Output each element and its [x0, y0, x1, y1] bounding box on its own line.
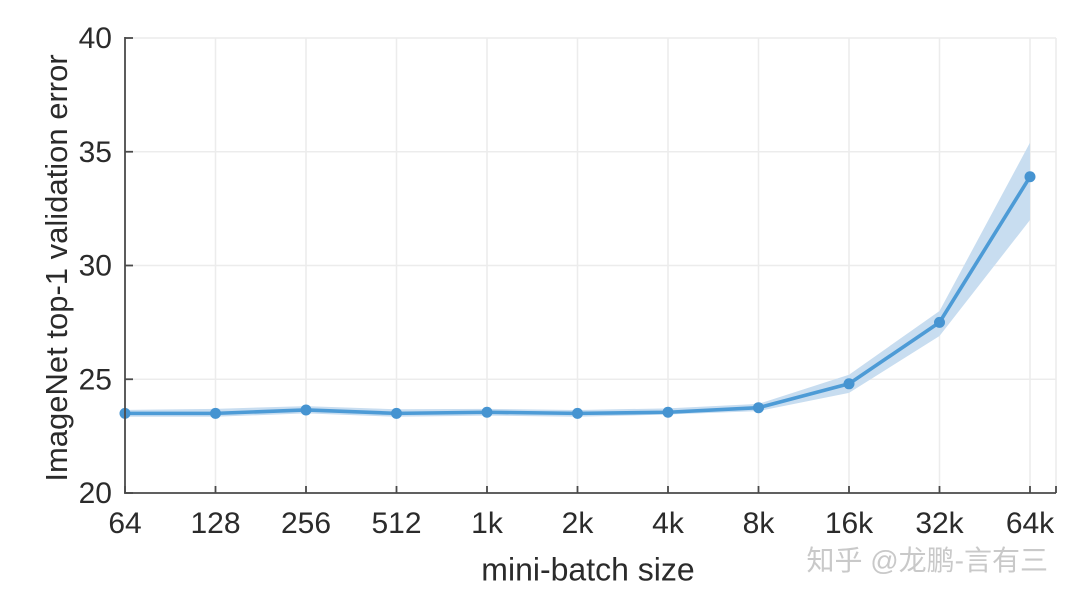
- data-point: [662, 406, 674, 418]
- y-tick-label: 35: [79, 136, 112, 169]
- data-point: [391, 407, 402, 419]
- x-tick-label: 16k: [825, 507, 874, 540]
- data-point: [481, 406, 493, 418]
- x-tick-label: 256: [281, 507, 331, 540]
- x-tick-labels: 64 128 256 512 1k 2k 4k 8k 16k 32k 64k: [108, 507, 1055, 540]
- y-tick-label: 20: [79, 477, 112, 510]
- data-point: [1024, 171, 1036, 183]
- data-point: [934, 316, 945, 328]
- x-tick-label: 8k: [743, 507, 776, 540]
- x-tick-label: 64k: [1006, 507, 1055, 540]
- data-point: [300, 404, 312, 416]
- data-point: [843, 378, 855, 390]
- x-tick-label: 1k: [471, 507, 504, 540]
- x-tick-label: 512: [371, 507, 421, 540]
- x-tick-label: 2k: [562, 507, 595, 540]
- y-tick-label: 30: [79, 250, 112, 283]
- watermark: 知乎 @龙鹏-言有三: [806, 545, 1048, 576]
- y-tick-label: 40: [79, 22, 112, 55]
- y-tick-labels: 20 25 30 35 40: [79, 22, 112, 510]
- x-tick-label: 64: [108, 507, 141, 540]
- axes: [124, 37, 1057, 494]
- data-point: [210, 407, 221, 419]
- data-point: [753, 402, 764, 414]
- x-tick-label: 4k: [652, 507, 685, 540]
- y-axis-title: ImageNet top-1 validation error: [39, 54, 74, 482]
- x-tick-label: 128: [190, 507, 240, 540]
- data-points: [119, 171, 1036, 419]
- x-axis-title: mini-batch size: [481, 551, 695, 588]
- y-tick-label: 25: [79, 363, 112, 396]
- grid-lines: [125, 37, 1057, 493]
- x-tick-label: 32k: [915, 507, 964, 540]
- data-point: [572, 407, 583, 419]
